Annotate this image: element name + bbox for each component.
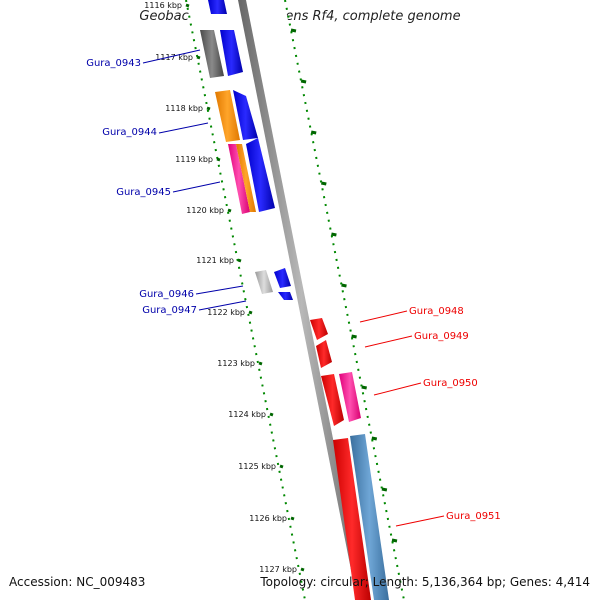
tick-mark	[371, 436, 378, 441]
gene-leader-line	[373, 382, 422, 396]
gene-label[interactable]: Gura_0950	[423, 378, 478, 389]
tick-mark	[237, 258, 242, 263]
tick-mark	[269, 412, 274, 417]
tick-mark	[300, 79, 307, 84]
genome-backbone	[238, 0, 365, 600]
gene-gura-0947	[278, 292, 293, 300]
tick-mark	[290, 516, 295, 521]
gene-gura-0951	[333, 438, 371, 600]
gene-gura-0946	[274, 268, 291, 288]
gene-gura-0943	[220, 30, 243, 76]
gene-gura-0949	[316, 340, 332, 368]
gene-gura-0944	[233, 90, 258, 140]
tick-label: 1118 kbp	[165, 104, 203, 113]
gene-label[interactable]: Gura_0946	[139, 289, 194, 300]
tick-label: 1125 kbp	[238, 462, 276, 471]
gene-gura-0944-cog	[215, 90, 240, 142]
accession-text: Accession: NC_009483	[9, 575, 146, 589]
tick-mark	[248, 310, 253, 315]
gene-label[interactable]: Gura_0944	[102, 127, 157, 138]
tick-mark	[290, 28, 297, 33]
gene-leader-line	[195, 285, 244, 295]
gene-leader-line	[364, 335, 413, 348]
tick-label: 1126 kbp	[249, 514, 287, 523]
gene-gura-0945-cog-a	[228, 144, 250, 214]
gene-grey-block	[200, 30, 224, 78]
gene-gura-0945-cog-b	[236, 144, 256, 212]
gene-label[interactable]: Gura_0945	[116, 187, 171, 198]
tick-mark	[206, 106, 211, 111]
gene-leader-line	[395, 515, 445, 527]
tick-label: 1127 kbp	[259, 565, 297, 574]
gene-label[interactable]: Gura_0943	[86, 58, 141, 69]
gene-gura-0950	[321, 374, 344, 426]
tick-label: 1123 kbp	[217, 359, 255, 368]
gene-leader-line	[359, 310, 408, 323]
gene-gura-0950-cog	[339, 372, 361, 422]
tick-label: 1122 kbp	[207, 308, 245, 317]
tick-mark	[216, 157, 221, 162]
gene-leader-line	[142, 49, 201, 64]
gene-gura-0945	[246, 138, 275, 212]
topology-text: Topology: circular; Length: 5,136,364 bp…	[260, 575, 590, 589]
tick-label: 1124 kbp	[228, 410, 266, 419]
tick-mark	[258, 361, 263, 366]
tick-mark	[341, 283, 347, 288]
gene-gura-0942	[208, 0, 227, 14]
gene-label[interactable]: Gura_0949	[414, 331, 469, 342]
tick-label: 1116 kbp	[144, 1, 182, 10]
tick-mark	[185, 3, 190, 8]
tick-mark	[391, 538, 398, 543]
tick-mark	[310, 130, 317, 135]
tick-mark	[196, 55, 201, 60]
gene-gura-0948	[310, 318, 328, 340]
tick-mark	[227, 208, 232, 213]
tick-mark	[279, 464, 284, 469]
tick-label: 1117 kbp	[155, 53, 193, 62]
tick-mark	[361, 385, 367, 390]
gene-label[interactable]: Gura_0947	[142, 305, 197, 316]
gene-leader-line	[158, 122, 209, 134]
scale-ring-right	[284, 0, 405, 600]
tick-label: 1120 kbp	[186, 206, 224, 215]
tick-mark	[381, 487, 388, 492]
tick-marks: 1116 kbp 1117 kbp 1118 kbp 1119 kbp 1120 kbp…	[144, 1, 398, 574]
gene-label[interactable]: Gura_0951	[446, 511, 501, 522]
gene-label[interactable]: Gura_0948	[409, 306, 464, 317]
tick-mark	[351, 334, 357, 339]
gene-labels: Gura_0943 Gura_0944 Gura_0945 Gura_0946 Gura…	[86, 49, 501, 527]
gene-leader-line	[172, 181, 221, 193]
gene-gura-0951-cog	[350, 434, 389, 600]
gene-leader-line	[198, 300, 247, 311]
gene-gura-0946-cog	[255, 270, 273, 294]
tick-label: 1121 kbp	[196, 256, 234, 265]
scale-ring-left	[185, 0, 306, 600]
tick-mark	[321, 181, 327, 186]
tick-mark	[331, 232, 337, 237]
tick-mark	[300, 567, 305, 572]
tick-label: 1119 kbp	[175, 155, 213, 164]
